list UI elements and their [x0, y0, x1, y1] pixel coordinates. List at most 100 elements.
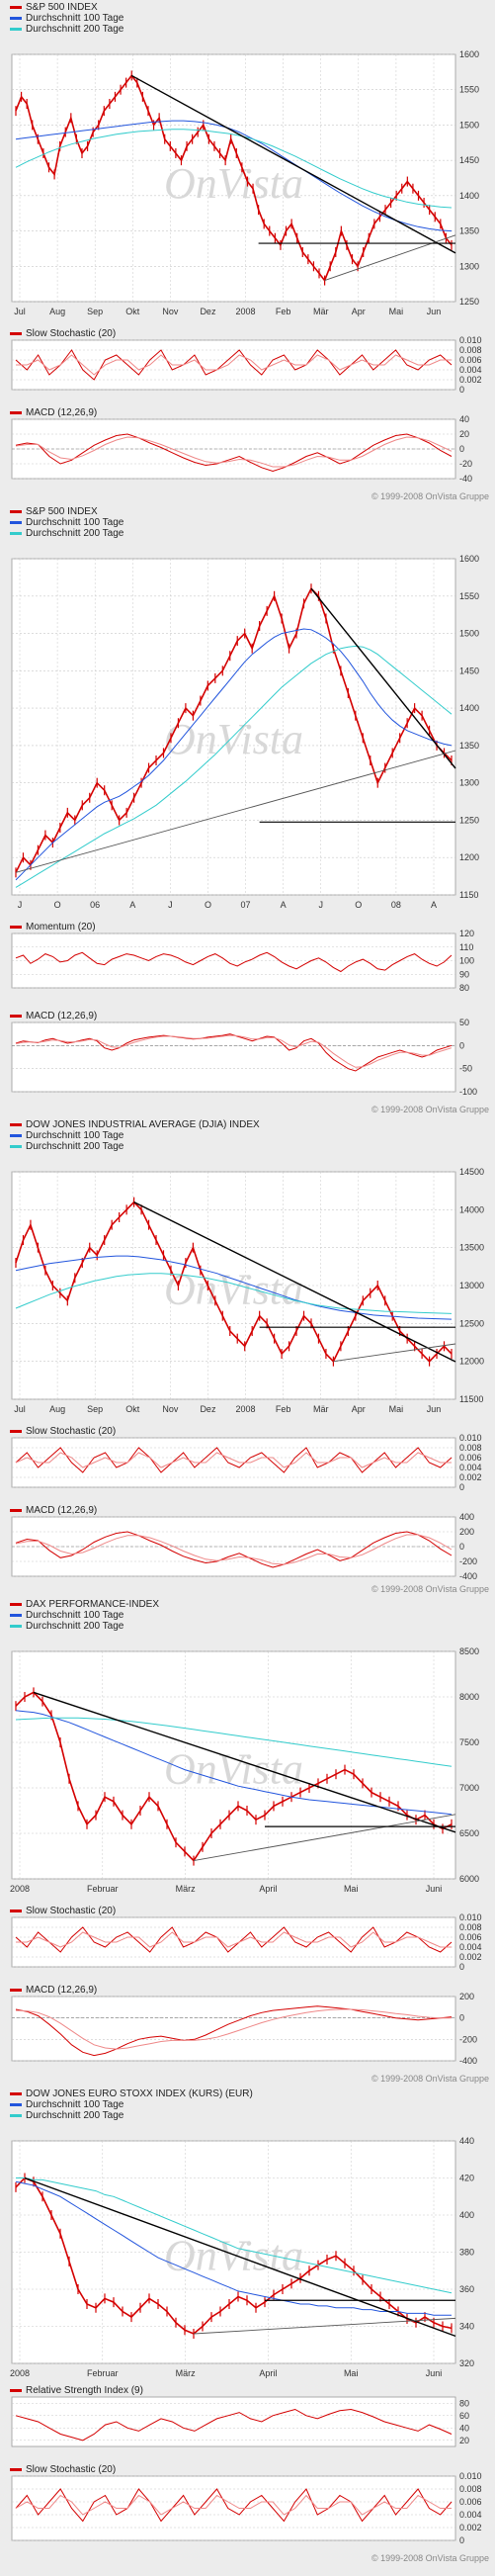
y-tick-label: 6500 [459, 1828, 479, 1838]
indicator-line [15, 1531, 453, 1568]
legend-entry: Durchschnitt 200 Tage [10, 528, 124, 539]
x-tick-label: 07 [241, 900, 251, 910]
plot-area [11, 339, 456, 391]
x-tick-label: J [318, 900, 323, 910]
legend-swatch [10, 521, 22, 524]
legend-entry: Durchschnitt 200 Tage [10, 24, 124, 35]
chart-title: Slow Stochastic (20) [10, 2464, 116, 2475]
indicator-panel: 0.010 0.008 0.006 0.004 0.002 0 Slow Stochasti… [0, 1424, 495, 1503]
y-tick-label: 0.002 [459, 375, 482, 385]
x-tick-label: Dez [200, 1404, 216, 1414]
chart-title: Slow Stochastic (20) [10, 328, 116, 339]
chart-svg: 440 420 400 380 360 340 320 2008 Februar März Apri… [10, 2136, 474, 2378]
legend-swatch [10, 332, 22, 335]
price-chart-panel: 1600 1550 1500 1450 1400 1350 1300 1250 Jul Aug Se… [0, 0, 495, 326]
indicator-panel: 40 20 0 -20 -40 MACD (12,26,9) © 1999-2008 OnV… [0, 405, 495, 504]
trend-line [133, 1201, 456, 1363]
ma200-line [15, 129, 453, 209]
indicator-line [15, 433, 453, 473]
legend-swatch [10, 2092, 22, 2095]
chart-legend: MACD (12,26,9) [10, 1011, 97, 1022]
x-tick-label: Mai [389, 307, 404, 316]
y-tick-label: 0.006 [459, 1453, 482, 1463]
legend-swatch [10, 1430, 22, 1433]
x-tick-label: Jun [427, 1404, 442, 1414]
legend-swatch [10, 1134, 22, 1137]
indicator-panel: 50 0 -50 -100 MACD (12,26,9) © 1999-2008 OnVi… [0, 1009, 495, 1117]
x-tick-label: O [355, 900, 362, 910]
y-tick-label: 0 [459, 385, 464, 395]
price-series-line [15, 1200, 453, 1364]
indicator-line [15, 2005, 453, 2057]
y-tick-label: -40 [459, 474, 472, 484]
legend-label: Durchschnitt 100 Tage [26, 1610, 124, 1621]
legend-label: Slow Stochastic (20) [26, 2464, 117, 2475]
y-tick-label: 100 [459, 956, 474, 966]
x-tick-label: Okt [125, 307, 140, 316]
chart-svg: 8500 8000 7500 7000 6500 6000 2008 Februar März A… [10, 1646, 479, 1894]
legend-swatch [10, 1989, 22, 1992]
x-tick-label: März [176, 1884, 196, 1894]
price-series-line [15, 74, 453, 283]
x-tick-label: April [259, 1884, 277, 1894]
legend-label: Slow Stochastic (20) [26, 1906, 117, 1916]
y-tick-label: 11500 [459, 1394, 483, 1404]
chart-legend: Slow Stochastic (20) [10, 1906, 116, 1916]
y-tick-label: 14500 [459, 1167, 484, 1177]
y-tick-label: 1500 [459, 629, 479, 639]
x-tick-label: Februar [87, 2368, 119, 2378]
y-tick-label: 440 [459, 2136, 474, 2146]
x-tick-label: Aug [49, 1404, 65, 1414]
x-tick-label: Sep [87, 1404, 103, 1414]
y-tick-label: 20 [459, 429, 469, 439]
trend-line [130, 74, 456, 254]
x-tick-label: Juni [426, 2368, 443, 2378]
chart-title: MACD (12,26,9) [10, 1011, 97, 1022]
legend-swatch [10, 532, 22, 535]
indicator-panel: 200 0 -200 -400 MACD (12,26,9) © 1999-2008 On… [0, 1983, 495, 2087]
x-tick-label: 2008 [10, 1884, 30, 1894]
x-tick-label: Jul [14, 1404, 26, 1414]
indicator-panel: 0.010 0.008 0.006 0.004 0.002 0 Slow Stochasti… [0, 326, 495, 405]
y-tick-label: 0.004 [459, 1942, 482, 1952]
y-tick-label: 20 [459, 2436, 469, 2445]
chart-title: DOW JONES EURO STOXX INDEX (KURS) (EUR) [10, 2088, 253, 2099]
chart-legend: Momentum (20) [10, 922, 96, 933]
x-tick-label: Feb [276, 307, 291, 316]
ma200-line [15, 645, 453, 888]
y-tick-label: 90 [459, 969, 469, 979]
legend-swatch [10, 1123, 22, 1126]
trend-line [310, 587, 456, 769]
legend-entry: Durchschnitt 100 Tage [10, 517, 124, 528]
y-tick-label: -400 [459, 1571, 477, 1581]
support-line [15, 750, 456, 873]
chart-legend: DOW JONES EURO STOXX INDEX (KURS) (EUR) D… [10, 2088, 253, 2121]
legend-label: S&P 500 INDEX [26, 506, 98, 517]
indicator-line [16, 354, 452, 376]
price-chart-panel: 8500 8000 7500 7000 6500 6000 2008 Februar März A… [0, 1597, 495, 1904]
legend-swatch [10, 17, 22, 20]
y-tick-label: 1150 [459, 890, 478, 900]
legend-label: Durchschnitt 200 Tage [26, 1141, 124, 1152]
y-tick-label: 1250 [459, 297, 479, 307]
ma100-line [15, 1255, 453, 1320]
y-tick-label: -50 [459, 1064, 472, 1074]
x-tick-label: Apr [352, 307, 366, 316]
indicator-line [15, 2494, 452, 2516]
x-tick-label: 2008 [236, 307, 256, 316]
legend-swatch [10, 1015, 22, 1018]
y-tick-label: 13000 [459, 1281, 484, 1290]
watermark: OnVista [164, 1744, 303, 1793]
chart-svg: 80 60 40 20 [11, 2396, 469, 2447]
y-tick-label: 360 [459, 2284, 474, 2294]
x-tick-label: Apr [352, 1404, 366, 1414]
ma200-line [16, 2177, 453, 2294]
ma200-line [15, 1717, 453, 1767]
y-tick-label: 40 [459, 2423, 469, 2433]
indicator-line [15, 951, 453, 973]
y-tick-label: 110 [459, 942, 473, 952]
legend-entry: Durchschnitt 200 Tage [10, 1621, 159, 1632]
x-tick-label: April [259, 2368, 277, 2378]
y-tick-label: 1600 [459, 554, 479, 564]
y-tick-label: 0.006 [459, 355, 482, 365]
